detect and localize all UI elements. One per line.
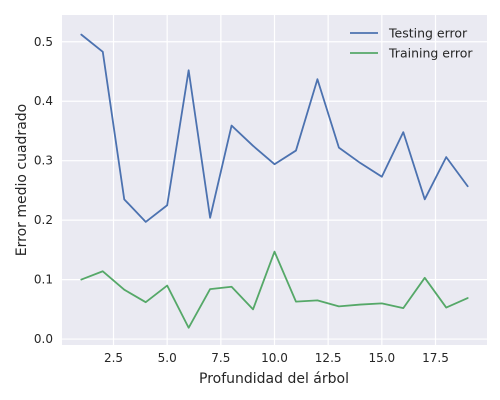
x-tick-label: 2.5 [104, 351, 123, 365]
x-tick-label: 7.5 [211, 351, 230, 365]
y-tick-label: 0.1 [34, 273, 53, 287]
x-tick-label: 10.0 [261, 351, 288, 365]
x-tick-labels: 2.5 5.0 7.5 10.0 12.5 15.0 17.5 [104, 351, 449, 365]
legend: Testing error Training error [350, 26, 473, 61]
y-axis-label: Error medio cuadrado [14, 104, 30, 256]
y-tick-labels: 0.0 0.1 0.2 0.3 0.4 0.5 [34, 35, 53, 346]
x-axis-label: Profundidad del árbol [199, 371, 349, 387]
series-line-0 [80, 33, 469, 223]
series-lines [80, 33, 469, 329]
y-tick-label: 0.3 [34, 154, 53, 168]
y-tick-label: 0.0 [34, 332, 53, 346]
y-tick-label: 0.4 [34, 94, 53, 108]
x-tick-label: 12.5 [315, 351, 342, 365]
legend-label: Testing error [388, 26, 468, 41]
legend-label: Training error [388, 46, 473, 61]
y-tick-label: 0.5 [34, 35, 53, 49]
x-tick-label: 15.0 [368, 351, 395, 365]
y-tick-label: 0.2 [34, 213, 53, 227]
series-line-1 [80, 250, 469, 329]
x-tick-label: 5.0 [158, 351, 177, 365]
x-tick-label: 17.5 [422, 351, 449, 365]
grid-lines [62, 15, 487, 345]
